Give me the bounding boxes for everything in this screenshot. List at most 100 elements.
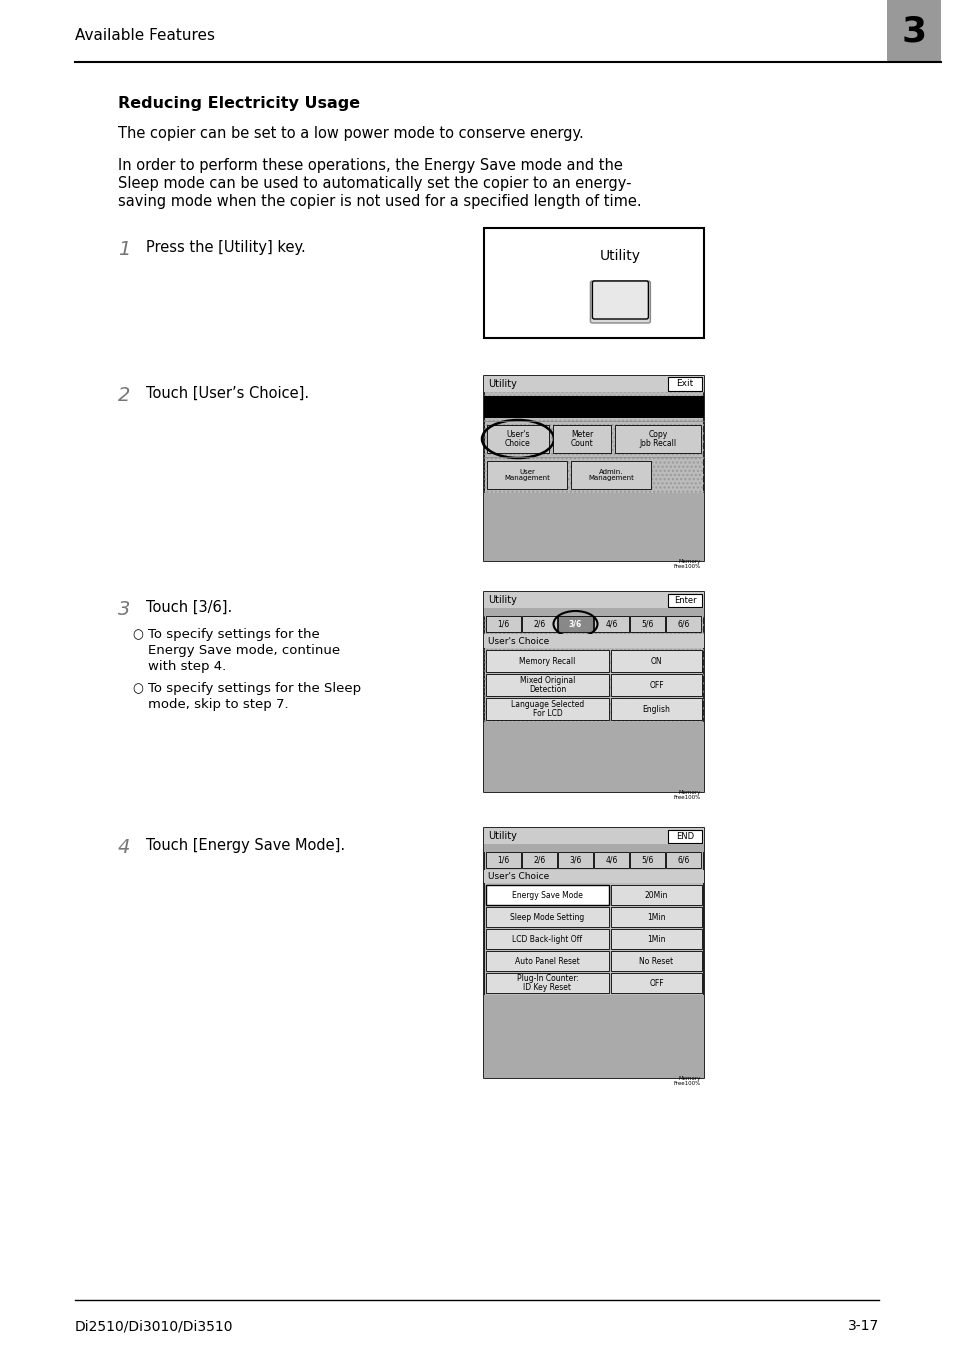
Text: Reducing Electricity Usage: Reducing Electricity Usage	[118, 96, 359, 111]
Text: Touch [3/6].: Touch [3/6].	[146, 600, 232, 615]
Bar	[594, 852, 628, 868]
Bar	[615, 425, 700, 453]
Bar	[483, 592, 703, 792]
Bar	[610, 907, 701, 927]
Text: OFF: OFF	[648, 680, 663, 690]
Bar	[485, 698, 608, 721]
Bar	[485, 650, 608, 672]
Text: ○: ○	[132, 681, 143, 695]
Text: Di2510/Di3010/Di3510: Di2510/Di3010/Di3510	[75, 1320, 233, 1333]
Bar	[629, 852, 664, 868]
Text: 1Min: 1Min	[646, 913, 665, 922]
Bar	[521, 617, 557, 631]
Bar	[483, 376, 703, 561]
Text: The copier can be set to a low power mode to conserve energy.: The copier can be set to a low power mod…	[118, 126, 583, 141]
Text: 1: 1	[118, 241, 131, 260]
Bar	[610, 950, 701, 971]
Text: ○: ○	[132, 627, 143, 641]
Bar	[553, 425, 610, 453]
Text: 1/6: 1/6	[497, 856, 509, 864]
Text: 2: 2	[118, 387, 131, 406]
Bar	[486, 461, 566, 489]
Text: 5/6: 5/6	[640, 619, 653, 629]
Text: Energy Save Mode: Energy Save Mode	[512, 891, 582, 899]
Bar	[610, 675, 701, 696]
Text: Utility: Utility	[488, 379, 517, 389]
Text: Memory
Free100%: Memory Free100%	[673, 790, 700, 800]
Text: Energy Save mode, continue: Energy Save mode, continue	[148, 644, 340, 657]
Text: Auto Panel Reset: Auto Panel Reset	[515, 956, 579, 965]
Bar	[610, 650, 701, 672]
Bar	[483, 844, 703, 852]
Text: Plug-In Counter:
ID Key Reset: Plug-In Counter: ID Key Reset	[516, 973, 578, 992]
Text: 1Min: 1Min	[646, 934, 665, 944]
Text: English: English	[642, 704, 670, 714]
Text: END: END	[676, 831, 694, 841]
Bar	[610, 698, 701, 721]
Text: No Reset: No Reset	[639, 956, 673, 965]
Bar	[483, 827, 703, 1078]
Text: Memory Recall: Memory Recall	[518, 657, 575, 665]
Bar	[485, 929, 608, 949]
Text: 2/6: 2/6	[533, 619, 545, 629]
Text: Utility: Utility	[488, 595, 517, 604]
Bar	[483, 608, 703, 617]
Bar	[667, 830, 701, 844]
Text: 4: 4	[118, 838, 131, 857]
Text: User
Management: User Management	[503, 469, 549, 481]
Text: Utility: Utility	[488, 831, 517, 841]
Text: 3-17: 3-17	[847, 1320, 878, 1333]
Bar	[483, 592, 703, 608]
Text: Meter
Count: Meter Count	[570, 430, 593, 449]
Text: Memory
Free100%: Memory Free100%	[673, 558, 700, 569]
Text: ON: ON	[650, 657, 661, 665]
Bar	[485, 852, 520, 868]
Bar	[483, 376, 703, 392]
Bar	[485, 950, 608, 971]
Text: 6/6: 6/6	[677, 856, 689, 864]
Bar	[558, 617, 593, 631]
Bar	[486, 425, 548, 453]
Text: OFF: OFF	[648, 979, 663, 987]
Bar	[483, 869, 703, 883]
Text: User's Choice: User's Choice	[488, 872, 549, 882]
Text: 5/6: 5/6	[640, 856, 653, 864]
Text: with step 4.: with step 4.	[148, 660, 226, 673]
Bar	[594, 617, 628, 631]
Text: Language Selected
For LCD: Language Selected For LCD	[511, 700, 583, 718]
Text: 4/6: 4/6	[604, 619, 617, 629]
Bar	[483, 493, 703, 561]
FancyBboxPatch shape	[592, 281, 648, 319]
Bar	[483, 634, 703, 648]
Text: 3: 3	[901, 14, 925, 49]
Bar	[521, 852, 557, 868]
Text: Admin.
Management: Admin. Management	[587, 469, 634, 481]
Bar	[571, 461, 650, 489]
Text: Touch [User’s Choice].: Touch [User’s Choice].	[146, 387, 309, 402]
Bar	[483, 722, 703, 792]
Text: User's Choice: User's Choice	[488, 637, 549, 645]
Bar	[665, 617, 700, 631]
Text: 20Min: 20Min	[644, 891, 667, 899]
Bar	[667, 594, 701, 607]
Bar	[485, 675, 608, 696]
Text: Press the [Utility] key.: Press the [Utility] key.	[146, 241, 305, 256]
Text: 3/6: 3/6	[568, 619, 581, 629]
FancyBboxPatch shape	[590, 281, 650, 323]
Bar	[485, 973, 608, 992]
Text: Mixed Original
Detection: Mixed Original Detection	[519, 676, 575, 694]
Text: Enter: Enter	[673, 596, 696, 604]
Text: Sleep mode can be used to automatically set the copier to an energy-: Sleep mode can be used to automatically …	[118, 176, 631, 191]
Text: Available Features: Available Features	[75, 27, 214, 42]
Bar	[485, 617, 520, 631]
Bar	[665, 852, 700, 868]
Text: 3/6: 3/6	[569, 856, 581, 864]
Text: 2/6: 2/6	[533, 856, 545, 864]
Text: 1/6: 1/6	[497, 619, 509, 629]
Bar	[483, 592, 703, 792]
Bar	[483, 995, 703, 1078]
Text: 4/6: 4/6	[604, 856, 617, 864]
Text: Utility: Utility	[599, 249, 640, 264]
Text: Touch [Energy Save Mode].: Touch [Energy Save Mode].	[146, 838, 345, 853]
Bar	[483, 228, 703, 338]
